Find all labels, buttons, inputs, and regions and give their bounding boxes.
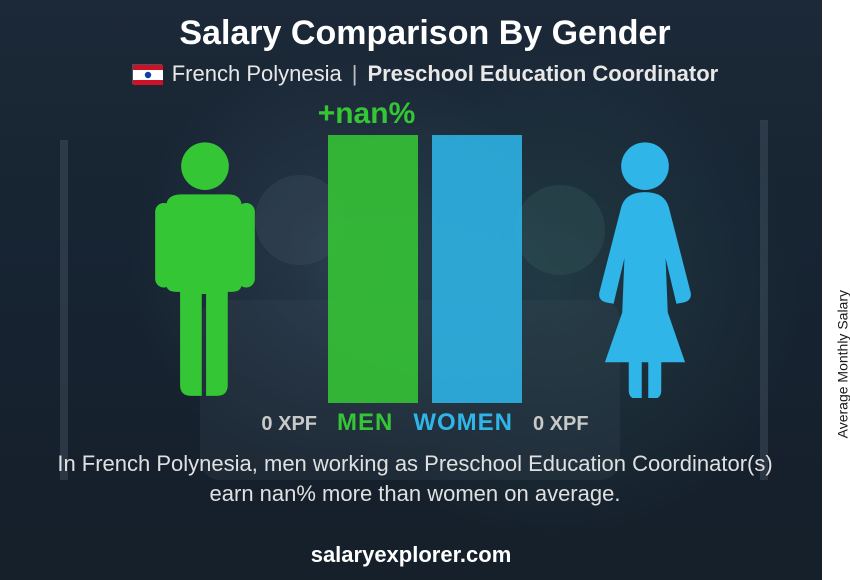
female-figure-icon <box>575 138 715 403</box>
women-value-label: 0 XPF <box>533 413 643 436</box>
men-value-label: 0 XPF <box>207 413 317 436</box>
subtitle-row: French Polynesia | Preschool Education C… <box>0 61 850 87</box>
gender-comparison-chart: +nan% 0 XPF MEN WOMEN 0 XPF <box>145 103 705 443</box>
country-flag-icon <box>132 64 162 84</box>
bars-group <box>328 135 522 403</box>
subtitle-country: French Polynesia <box>172 61 342 87</box>
page-title: Salary Comparison By Gender <box>0 0 850 53</box>
women-category-label: WOMEN <box>413 409 513 437</box>
men-category-label: MEN <box>337 409 393 437</box>
bar-men <box>328 135 418 403</box>
percent-difference-label: +nan% <box>318 97 416 131</box>
footer-source: salaryexplorer.com <box>0 542 822 568</box>
labels-row: 0 XPF MEN WOMEN 0 XPF <box>145 409 705 437</box>
summary-text: In French Polynesia, men working as Pres… <box>0 449 850 508</box>
subtitle-separator: | <box>352 61 358 87</box>
male-figure-icon <box>135 138 275 403</box>
subtitle-job-title: Preschool Education Coordinator <box>367 61 718 87</box>
axis-side-label: Average Monthly Salary <box>834 290 850 438</box>
bar-women <box>432 135 522 403</box>
